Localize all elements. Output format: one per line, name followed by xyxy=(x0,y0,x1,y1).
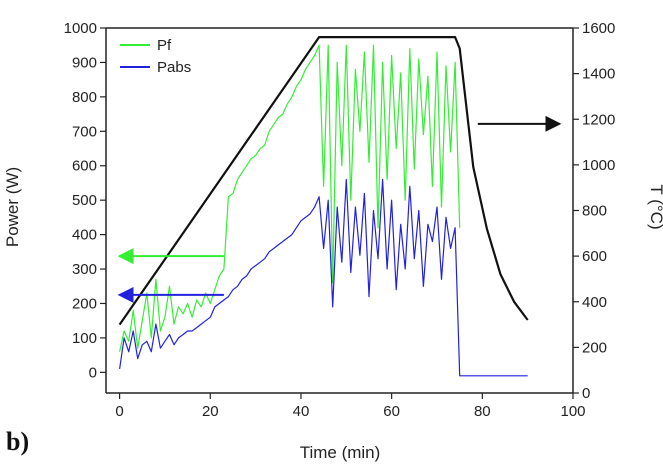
y-right-tick-label: 200 xyxy=(582,339,607,356)
axes-layer xyxy=(100,27,579,399)
y-right-axis-label: T (°C) xyxy=(647,184,663,229)
y-right-tick-label: 800 xyxy=(582,203,607,220)
x-tick-label: 0 xyxy=(115,403,123,420)
y-left-tick-label: 300 xyxy=(72,261,97,278)
series-line-pf xyxy=(119,44,461,352)
y-left-tick-label: 0 xyxy=(89,364,97,381)
y-right-tick-label: 1400 xyxy=(582,66,615,83)
legend-label-pabs: Pabs xyxy=(157,59,191,76)
tick-labels: 0 20 40 60 80 1000100200300400500600700800900… xyxy=(64,20,616,420)
y-right-tick-label: 600 xyxy=(582,248,607,265)
y-left-tick-label: 800 xyxy=(72,89,97,106)
x-tick-label: 100 xyxy=(560,403,585,420)
annotation-layer xyxy=(117,115,562,303)
series-layer xyxy=(118,35,529,377)
x-tick-label: 20 xyxy=(202,403,219,420)
x-tick-label: 40 xyxy=(293,403,310,420)
y-right-tick-label: 1600 xyxy=(582,20,615,37)
y-left-tick-label: 1000 xyxy=(64,20,97,37)
y-left-tick-label: 500 xyxy=(72,192,97,209)
y-left-tick-label: 100 xyxy=(72,330,97,347)
series-line-t xyxy=(118,35,529,326)
x-tick-label: 80 xyxy=(474,403,491,420)
series-line-pabs xyxy=(119,178,528,377)
y-left-tick-label: 400 xyxy=(72,227,97,244)
y-right-tick-label: 1200 xyxy=(582,111,615,128)
y-left-tick-label: 900 xyxy=(72,54,97,71)
y-right-tick-label: 1000 xyxy=(582,157,615,174)
legend-label-pf: Pf xyxy=(157,37,172,54)
panel-label: b) xyxy=(6,427,29,456)
x-tick-label: 60 xyxy=(383,403,400,420)
y-left-axis-label: Power (W) xyxy=(3,167,22,247)
y-right-tick-label: 400 xyxy=(582,294,607,311)
y-left-tick-label: 200 xyxy=(72,295,97,312)
x-axis-label: Time (min) xyxy=(300,443,381,462)
legend: Pf Pabs xyxy=(120,37,191,76)
y-left-tick-label: 600 xyxy=(72,158,97,175)
y-right-tick-label: 0 xyxy=(582,385,590,402)
y-left-tick-label: 700 xyxy=(72,123,97,140)
